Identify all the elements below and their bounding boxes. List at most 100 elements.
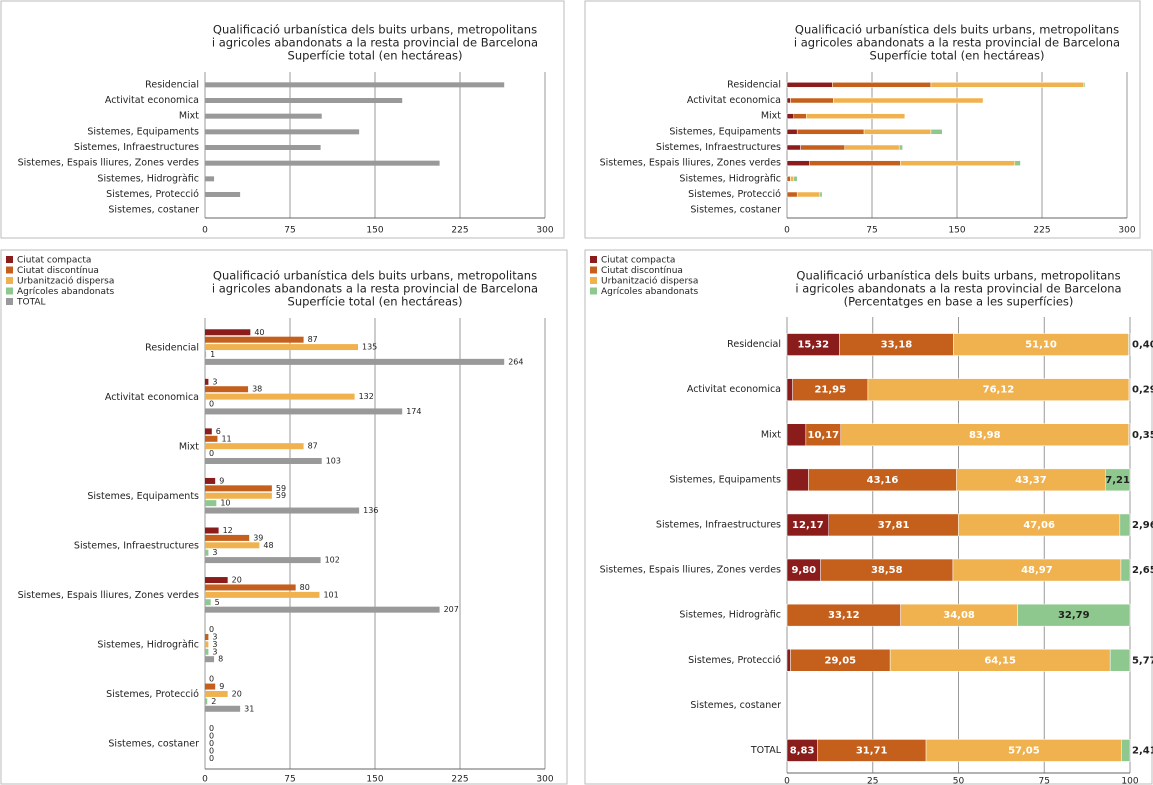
data-label: 3 [212,640,217,649]
bar [205,549,209,556]
data-label: 29,05 [824,655,856,666]
bar [205,160,440,166]
y-tick-label: Sistemes, Espais lliures, Zones verdes [18,158,199,169]
data-label: 47,06 [1023,520,1055,531]
data-label: 0 [209,732,214,741]
bar [205,378,209,385]
y-tick-label: Sistemes, Hidrogràfic [679,610,781,621]
bar [205,443,304,450]
y-tick-label: Sistemes, Protecció [688,655,781,666]
bar-segment [833,97,984,104]
data-label: 264 [508,357,523,366]
bar [205,477,216,484]
bar-segment [796,191,821,198]
chart-title: Superfície total (en hectáreas) [288,295,463,309]
data-label: 31,71 [856,745,888,756]
bar [205,435,218,442]
x-tick-label: 75 [284,775,295,785]
data-label: 2,96 [1132,520,1153,531]
bar-segment [809,160,901,166]
data-label: 38 [252,385,262,394]
bar [205,634,209,641]
bar [205,577,228,584]
data-label: 0,29 [1132,385,1153,396]
x-tick-label: 225 [1033,226,1050,236]
y-tick-label: Sistemes, Infraestructures [74,541,199,552]
data-label: 40 [254,328,264,337]
x-tick-label: 25 [867,777,878,785]
legend-swatch [6,266,13,274]
bar-segment [1120,558,1131,582]
chart-title: i agricoles abandonats a la resta provin… [212,36,538,50]
bar [205,329,251,336]
data-label: 39 [253,533,263,542]
data-label: 20 [232,689,242,698]
legend-swatch [6,256,13,263]
x-tick-label: 150 [948,226,965,236]
bar-segment [1017,603,1131,627]
chart-title: Superfície total (en hectáreas) [288,49,463,63]
bar [205,336,304,343]
legend-label: Urbanització dispersa [601,276,698,287]
legend-swatch [6,277,13,284]
bar-segment [1128,423,1131,446]
bar [205,534,250,541]
y-tick-label: Sistemes, Hidrogràfic [97,173,199,184]
x-tick-label: 300 [1118,226,1135,236]
bar [205,527,219,534]
data-label: 1 [210,350,215,359]
data-label: 207 [444,605,459,614]
y-tick-label: Activitat economica [105,392,199,403]
x-tick-label: 150 [366,775,383,785]
data-label: 0 [209,675,214,684]
bar-segment [793,113,807,119]
data-label: 83,98 [969,430,1001,441]
data-label: 0,40 [1132,340,1153,351]
bar-segment [786,649,791,672]
y-tick-label: Activitat economica [687,95,781,106]
data-label: 8 [218,655,223,664]
data-label: 5 [215,598,220,607]
x-tick-label: 0 [202,775,208,785]
data-label: 32,79 [1058,610,1090,621]
data-label: 76,12 [983,385,1015,396]
y-tick-label: Residencial [145,79,199,90]
bar-segment [786,113,795,119]
bar-segment [844,144,900,151]
data-label: 2,41 [1132,745,1153,756]
data-label: 21,95 [814,385,846,396]
data-label: 2,65 [1132,565,1153,576]
legend-label: Ciutat compacta [17,256,91,266]
data-label: 3 [212,548,217,557]
y-tick-label: Sistemes, Infraestructures [74,142,199,153]
y-tick-label: Residencial [727,79,781,90]
data-label: 0 [209,400,214,409]
bar-segment [786,129,798,135]
bar-segment [1128,378,1131,401]
bar [205,393,355,400]
bar-segment [863,129,932,135]
legend-label: Ciutat discontínua [601,266,683,276]
y-tick-label: TOTAL [750,745,782,756]
data-label: 87 [308,335,318,344]
bar [205,705,241,712]
x-tick-label: 75 [1039,777,1050,785]
bar [205,428,212,435]
bar [205,507,360,514]
data-label: 7,21 [1105,475,1130,486]
data-label: 0 [209,739,214,748]
bar [205,641,209,648]
data-label: 12,17 [792,520,824,531]
data-label: 174 [406,407,421,416]
bar-segment [1128,333,1131,356]
bar [205,698,208,705]
chart-title: Qualificació urbanística dels buits urba… [795,23,1119,37]
bar-segment [819,191,823,198]
panel-frame [0,0,565,239]
bar [205,557,321,564]
data-label: 0 [209,625,214,634]
x-tick-label: 225 [451,775,468,785]
data-label: 0 [209,754,214,763]
bar-segment [786,176,791,182]
